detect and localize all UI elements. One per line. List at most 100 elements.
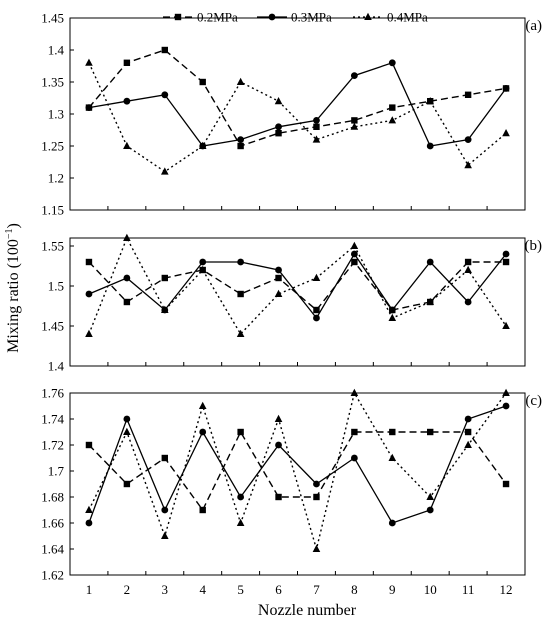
data-point	[426, 506, 434, 514]
series-line	[88, 252, 507, 320]
series-0.3MPa	[85, 59, 510, 150]
data-point	[464, 136, 472, 144]
data-point	[502, 402, 510, 410]
data-point	[275, 266, 282, 274]
data-point	[161, 506, 169, 514]
data-point	[502, 85, 510, 92]
data-point	[161, 274, 168, 282]
y-tick-label: 1.15	[41, 203, 64, 218]
plot-frame	[69, 392, 526, 576]
data-point	[85, 441, 93, 449]
legend-item: 0.3MPa	[257, 10, 332, 25]
data-point	[464, 415, 472, 423]
data-point	[350, 250, 358, 258]
y-tick-label: 1.64	[41, 542, 64, 557]
y-tick-label: 1.5	[48, 279, 64, 294]
data-point	[85, 104, 93, 111]
data-point	[350, 454, 358, 462]
x-tick-label: 12	[500, 582, 513, 597]
data-point	[350, 122, 359, 130]
series-line	[88, 405, 507, 524]
data-point	[350, 388, 359, 396]
y-tick-label: 1.45	[41, 319, 64, 334]
data-point	[199, 428, 207, 436]
legend-label: 0.4MPa	[387, 10, 428, 25]
x-tick-label: 11	[462, 582, 475, 597]
data-point	[161, 46, 168, 54]
data-point	[85, 258, 93, 266]
panel-2: 1.4 1.45 1.5 1.55 (b)	[41, 233, 543, 374]
data-point	[388, 453, 397, 461]
data-point	[236, 77, 245, 85]
data-point	[312, 273, 321, 281]
data-point	[464, 265, 472, 273]
series-line	[88, 391, 507, 552]
data-point	[464, 298, 472, 306]
series-line	[88, 62, 507, 173]
data-point	[199, 506, 206, 514]
data-point	[199, 78, 206, 86]
x-tick-label: 6	[275, 582, 282, 597]
data-point	[502, 480, 510, 488]
data-point	[313, 117, 320, 124]
legend-marker	[268, 13, 276, 21]
data-point	[502, 258, 510, 266]
data-point	[427, 428, 434, 436]
legend: 0.2MPa 0.3MPa 0.4MPa	[163, 10, 428, 25]
y-tick-label: 1.4	[48, 43, 65, 58]
legend-marker	[174, 13, 182, 21]
data-point	[312, 544, 321, 552]
data-point	[388, 519, 396, 527]
series-0.2MPa	[85, 258, 510, 314]
data-point	[85, 505, 93, 513]
legend-label: 0.2MPa	[197, 10, 238, 25]
data-point	[237, 493, 245, 501]
series-0.4MPa	[85, 233, 510, 337]
data-point	[237, 258, 245, 266]
data-point	[426, 142, 434, 150]
data-point	[312, 135, 321, 143]
data-point	[237, 136, 245, 144]
data-point	[275, 274, 282, 282]
x-axis-title: Nozzle number	[258, 602, 357, 619]
data-point	[85, 58, 93, 66]
data-point	[502, 388, 510, 396]
data-point	[350, 241, 359, 249]
data-point	[85, 329, 93, 337]
data-point	[161, 91, 169, 99]
data-point	[275, 130, 282, 137]
data-point	[464, 161, 472, 169]
series-line	[88, 236, 507, 336]
data-point	[313, 493, 320, 501]
legend-item: 0.4MPa	[353, 10, 428, 25]
y-tick-label: 1.35	[41, 75, 64, 90]
data-point	[426, 297, 435, 305]
x-tick-label: 3	[162, 582, 169, 597]
data-point	[351, 258, 358, 266]
y-tick-label: 1.3	[48, 107, 64, 122]
x-tick-label: 9	[389, 582, 396, 597]
data-point	[123, 427, 131, 435]
data-point	[237, 142, 244, 150]
data-point	[350, 72, 358, 79]
series-line	[88, 49, 507, 147]
data-point	[237, 428, 244, 436]
x-tick-label: 5	[237, 582, 244, 597]
data-point	[388, 313, 397, 321]
data-point	[161, 454, 168, 462]
data-point	[236, 329, 245, 337]
data-point	[198, 265, 207, 273]
y-axis-title-group: Mixing ratio (100−1)	[4, 223, 22, 353]
data-point	[123, 97, 131, 105]
panel-1: 1.15 1.2 1.25 1.3 1.35 1.4 1.45 (a)	[41, 11, 542, 218]
series-line	[88, 430, 507, 512]
y-tick-label: 1.76	[41, 386, 64, 401]
data-point	[237, 290, 244, 298]
data-point	[464, 428, 472, 436]
data-point	[198, 401, 207, 409]
y-tick-label: 1.62	[41, 568, 64, 583]
data-point	[426, 492, 435, 500]
series-0.2MPa	[85, 428, 510, 514]
panel-tag: (b)	[525, 238, 543, 254]
plot-frame	[69, 237, 526, 367]
